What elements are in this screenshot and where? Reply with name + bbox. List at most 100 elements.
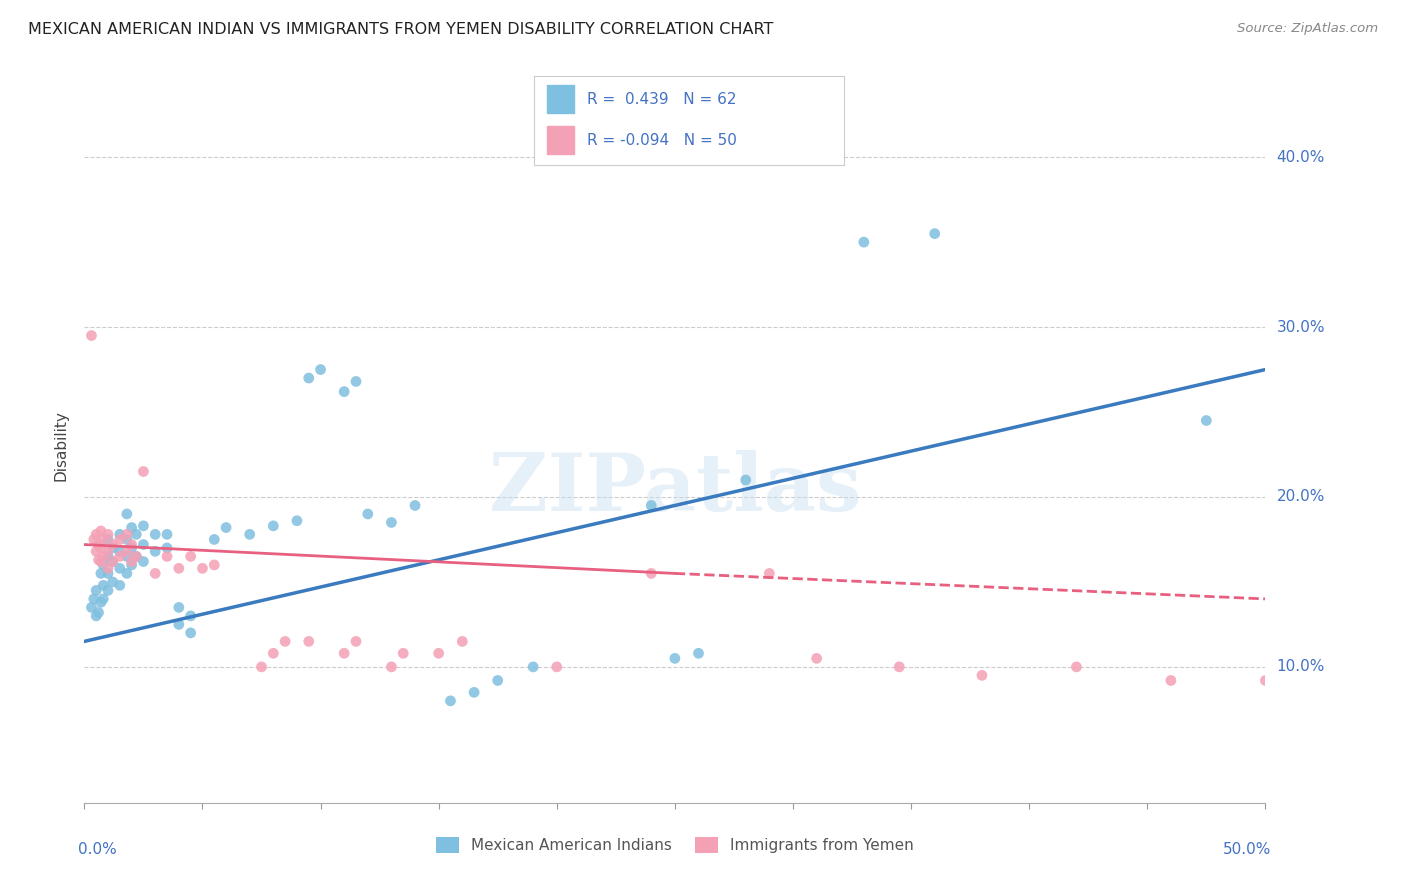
- Text: 50.0%: 50.0%: [1223, 842, 1271, 857]
- Point: [486, 673, 509, 688]
- Point: [250, 660, 273, 674]
- Point: [91, 549, 114, 564]
- Text: Source: ZipAtlas.com: Source: ZipAtlas.com: [1237, 22, 1378, 36]
- Point: [115, 533, 138, 547]
- Text: R = -0.094   N = 50: R = -0.094 N = 50: [586, 133, 737, 147]
- Point: [108, 549, 131, 564]
- Point: [806, 651, 828, 665]
- Point: [91, 591, 114, 606]
- Point: [215, 520, 238, 534]
- Legend: Mexican American Indians, Immigrants from Yemen: Mexican American Indians, Immigrants fro…: [430, 831, 920, 859]
- Point: [451, 634, 474, 648]
- Point: [344, 634, 367, 648]
- Point: [91, 578, 114, 592]
- Point: [115, 566, 138, 581]
- Point: [202, 533, 225, 547]
- Point: [87, 606, 110, 620]
- Point: [84, 544, 107, 558]
- Point: [121, 555, 143, 569]
- Point: [298, 371, 321, 385]
- Point: [97, 561, 120, 575]
- Point: [439, 694, 461, 708]
- Point: [202, 558, 225, 572]
- Point: [115, 544, 138, 558]
- Point: [125, 549, 148, 564]
- Text: 10.0%: 10.0%: [1277, 659, 1324, 674]
- Point: [239, 527, 262, 541]
- Point: [427, 646, 450, 660]
- Point: [132, 555, 155, 569]
- Point: [84, 583, 107, 598]
- Point: [108, 578, 131, 592]
- Point: [889, 660, 911, 674]
- Point: [380, 660, 402, 674]
- Point: [758, 566, 780, 581]
- Point: [970, 668, 993, 682]
- Point: [262, 646, 284, 660]
- Point: [87, 537, 110, 551]
- Point: [333, 384, 356, 399]
- Text: MEXICAN AMERICAN INDIAN VS IMMIGRANTS FROM YEMEN DISABILITY CORRELATION CHART: MEXICAN AMERICAN INDIAN VS IMMIGRANTS FR…: [28, 22, 773, 37]
- Point: [115, 549, 138, 564]
- Point: [97, 583, 120, 598]
- Point: [357, 507, 380, 521]
- Point: [143, 566, 166, 581]
- Point: [333, 646, 356, 660]
- Point: [1066, 660, 1088, 674]
- Point: [664, 651, 686, 665]
- Point: [262, 519, 284, 533]
- Point: [380, 516, 402, 530]
- Point: [80, 328, 103, 343]
- Point: [156, 549, 179, 564]
- Point: [688, 646, 710, 660]
- Point: [87, 553, 110, 567]
- Point: [852, 235, 875, 249]
- Point: [924, 227, 946, 241]
- Y-axis label: Disability: Disability: [53, 410, 69, 482]
- Text: 40.0%: 40.0%: [1277, 150, 1324, 165]
- Point: [80, 600, 103, 615]
- Point: [156, 527, 179, 541]
- Point: [180, 608, 202, 623]
- Point: [101, 541, 124, 555]
- Point: [344, 375, 367, 389]
- Point: [83, 591, 105, 606]
- Point: [101, 555, 124, 569]
- Point: [298, 634, 321, 648]
- Point: [97, 533, 120, 547]
- Point: [404, 499, 426, 513]
- Point: [108, 544, 131, 558]
- Point: [121, 537, 143, 551]
- Point: [546, 660, 568, 674]
- Point: [97, 527, 120, 541]
- Point: [167, 561, 190, 575]
- Point: [180, 626, 202, 640]
- Point: [132, 465, 155, 479]
- Point: [90, 541, 112, 555]
- Point: [640, 499, 662, 513]
- Point: [90, 566, 112, 581]
- Point: [274, 634, 297, 648]
- Point: [97, 544, 120, 558]
- Point: [640, 566, 662, 581]
- Point: [143, 544, 166, 558]
- Point: [101, 537, 124, 551]
- Point: [180, 549, 202, 564]
- Point: [108, 527, 131, 541]
- Point: [97, 549, 120, 564]
- Text: R =  0.439   N = 62: R = 0.439 N = 62: [586, 92, 737, 106]
- Point: [156, 541, 179, 555]
- Point: [84, 608, 107, 623]
- Point: [167, 600, 190, 615]
- Point: [121, 520, 143, 534]
- Point: [83, 533, 105, 547]
- Point: [132, 537, 155, 551]
- Point: [1254, 673, 1277, 688]
- Point: [1160, 673, 1182, 688]
- Point: [108, 561, 131, 575]
- Point: [108, 533, 131, 547]
- Point: [1195, 413, 1218, 427]
- Point: [463, 685, 485, 699]
- Point: [90, 524, 112, 538]
- Point: [84, 527, 107, 541]
